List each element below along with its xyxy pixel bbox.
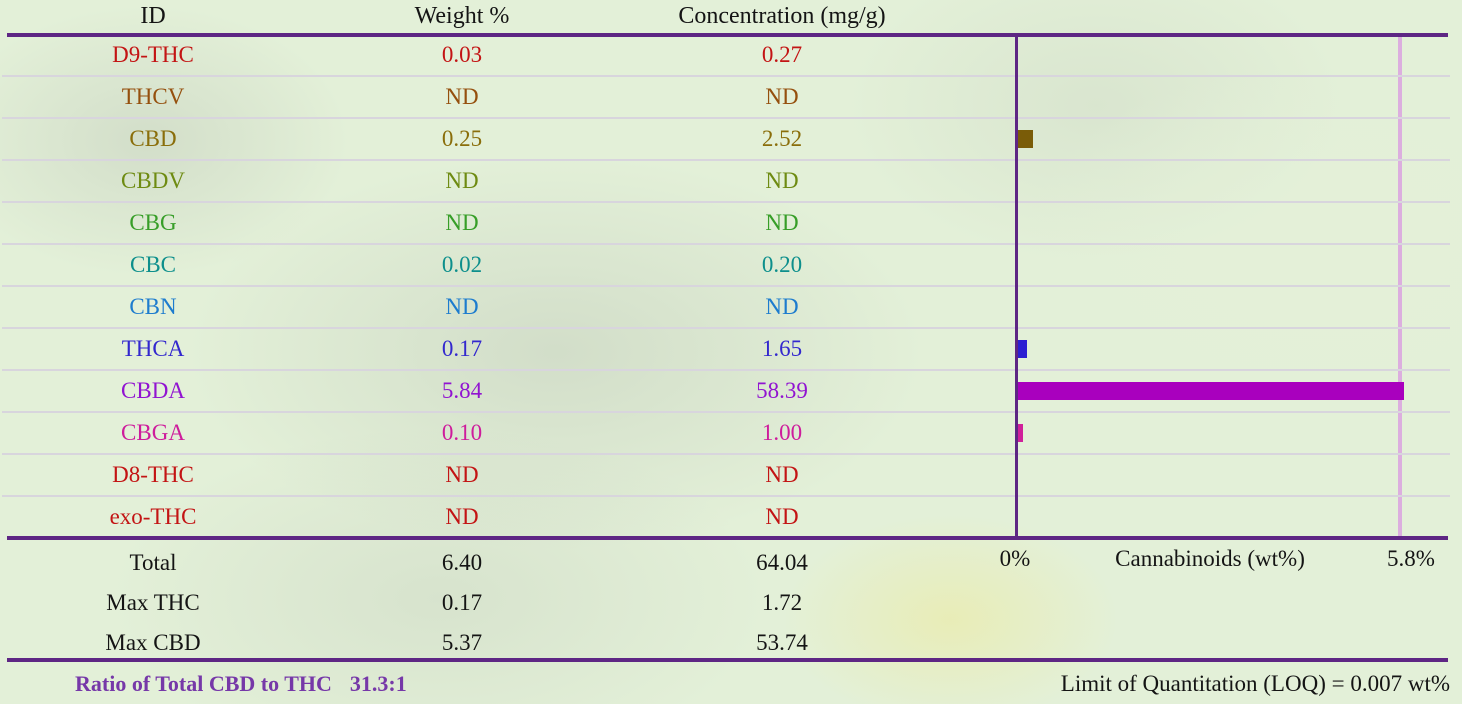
summary-Total-concentration: 64.04: [756, 550, 808, 575]
row-separator: [2, 159, 1450, 161]
chart-y-axis: [1015, 37, 1018, 537]
row-exo-THC-weight: ND: [445, 504, 479, 529]
row-CBDV-weight: ND: [445, 168, 479, 193]
summary-Total-label: Total: [129, 550, 177, 575]
row-separator: [2, 285, 1450, 287]
row-CBN-id: CBN: [129, 294, 177, 319]
row-CBD-concentration: 2.52: [761, 126, 803, 151]
summary-Max-CBD-concentration: 53.74: [756, 630, 808, 655]
row-separator: [2, 327, 1450, 329]
bar-CBGA: [1016, 424, 1023, 442]
row-CBD-id: CBD: [129, 126, 177, 151]
row-D8-THC-concentration: ND: [765, 462, 799, 487]
row-separator: [2, 243, 1450, 245]
row-exo-THC-concentration: ND: [765, 504, 799, 529]
row-CBG-concentration: ND: [765, 210, 799, 235]
row-CBG-weight: ND: [445, 210, 479, 235]
row-D8-THC-id: D8-THC: [112, 462, 194, 487]
row-CBDA-weight: 5.84: [441, 378, 483, 403]
row-separator: [2, 411, 1450, 413]
col-header-id: ID: [140, 3, 166, 29]
row-separator: [2, 117, 1450, 119]
row-D9-THC-weight: 0.03: [441, 42, 483, 67]
row-CBGA-weight: 0.10: [441, 420, 483, 445]
row-THCA-concentration: 1.65: [761, 336, 803, 361]
row-THCV-concentration: ND: [765, 84, 799, 109]
bar-CBDA: [1016, 382, 1404, 400]
row-CBG-id: CBG: [129, 210, 177, 235]
loq-note: Limit of Quantitation (LOQ) = 0.007 wt%: [1060, 671, 1450, 696]
col-header-concentration: Concentration (mg/g): [678, 3, 886, 29]
row-separator: [2, 453, 1450, 455]
row-CBDV-concentration: ND: [765, 168, 799, 193]
ratio-line: Ratio of Total CBD to THC 31.3:1: [75, 667, 407, 701]
summary-Total-weight: 6.40: [441, 550, 483, 575]
ratio-label: Ratio of Total CBD to THC: [75, 671, 332, 696]
row-exo-THC-id: exo-THC: [109, 504, 197, 529]
row-CBC-id: CBC: [129, 252, 177, 277]
row-D9-THC-concentration: 0.27: [761, 42, 803, 67]
row-CBC-concentration: 0.20: [761, 252, 803, 277]
chart-x-max-label: 5.8%: [1387, 546, 1435, 571]
row-CBN-weight: ND: [445, 294, 479, 319]
row-CBGA-id: CBGA: [121, 420, 185, 445]
row-CBDA-concentration: 58.39: [756, 378, 808, 403]
row-separator: [2, 369, 1450, 371]
ratio-value: 31.3:1: [349, 671, 407, 696]
row-CBD-weight: 0.25: [441, 126, 483, 151]
row-THCV-id: THCV: [121, 84, 185, 109]
row-CBDV-id: CBDV: [121, 168, 185, 193]
row-CBDA-id: CBDA: [121, 378, 185, 403]
bar-CBD: [1016, 130, 1033, 148]
table-bottom-rule: [7, 536, 1448, 540]
row-D9-THC-id: D9-THC: [112, 42, 194, 67]
row-CBN-concentration: ND: [765, 294, 799, 319]
row-separator: [2, 495, 1450, 497]
row-D8-THC-weight: ND: [445, 462, 479, 487]
summary-Max-CBD-label: Max CBD: [105, 630, 201, 655]
col-header-weight: Weight %: [414, 3, 510, 29]
summary-Max-CBD-weight: 5.37: [441, 630, 483, 655]
summary-bottom-rule: [7, 658, 1448, 662]
chart-x-axis-title: Cannabinoids (wt%): [1115, 546, 1305, 571]
summary-Max-THC-weight: 0.17: [441, 590, 483, 615]
chart-x-min-label: 0%: [999, 546, 1031, 571]
row-THCA-weight: 0.17: [441, 336, 483, 361]
row-CBGA-concentration: 1.00: [761, 420, 803, 445]
row-THCV-weight: ND: [445, 84, 479, 109]
row-separator: [2, 75, 1450, 77]
summary-Max-THC-label: Max THC: [106, 590, 200, 615]
bar-THCA: [1016, 340, 1027, 358]
chart-max-gridline: [1398, 37, 1402, 537]
row-THCA-id: THCA: [121, 336, 185, 361]
header-rule: [7, 33, 1448, 37]
row-CBC-weight: 0.02: [441, 252, 483, 277]
summary-Max-THC-concentration: 1.72: [761, 590, 803, 615]
row-separator: [2, 201, 1450, 203]
